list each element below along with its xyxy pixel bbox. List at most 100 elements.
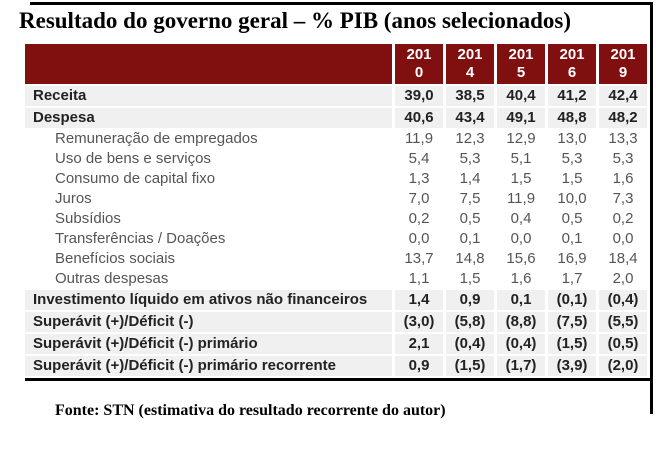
year-label: 2014 bbox=[457, 46, 483, 81]
header-year-col-3: 2015 bbox=[497, 44, 548, 86]
value-cell: 0,0 bbox=[599, 230, 650, 250]
value-cell: 13,3 bbox=[599, 130, 650, 150]
value-cell: 1,5 bbox=[497, 170, 548, 190]
frame-border-top bbox=[30, 2, 653, 5]
value-cell: 39,0 bbox=[395, 86, 446, 108]
value-cell: (8,8) bbox=[497, 312, 548, 334]
row-label: Transferências / Doações bbox=[25, 230, 395, 250]
page-title: Resultado do governo geral – % PIB (anos… bbox=[19, 8, 571, 33]
value-cell: 2,0 bbox=[599, 270, 650, 290]
value-cell: 0,9 bbox=[446, 290, 497, 312]
value-cell: 1,6 bbox=[599, 170, 650, 190]
value-cell: 5,3 bbox=[548, 150, 599, 170]
value-cell: 7,3 bbox=[599, 190, 650, 210]
row-label: Despesa bbox=[25, 108, 395, 130]
row-label: Uso de bens e serviços bbox=[25, 150, 395, 170]
row-label: Subsídios bbox=[25, 210, 395, 230]
value-cell: 1,5 bbox=[446, 270, 497, 290]
value-cell: 2,1 bbox=[395, 334, 446, 356]
table-row: Transferências / Doações 0,0 0,1 0,0 0,1 0,0 bbox=[25, 230, 650, 250]
value-cell: 43,4 bbox=[446, 108, 497, 130]
table-row: Investimento líquido em ativos não finan… bbox=[25, 290, 650, 312]
value-cell: 5,3 bbox=[599, 150, 650, 170]
value-cell: (0,4) bbox=[446, 334, 497, 356]
value-cell: 10,0 bbox=[548, 190, 599, 210]
table-row: Despesa 40,6 43,4 49,1 48,8 48,2 bbox=[25, 108, 650, 130]
row-label: Outras despesas bbox=[25, 270, 395, 290]
value-cell: 0,2 bbox=[599, 210, 650, 230]
row-label: Superávit (+)/Déficit (-) bbox=[25, 312, 395, 334]
value-cell: (3,0) bbox=[395, 312, 446, 334]
year-label: 2016 bbox=[559, 46, 585, 81]
value-cell: 38,5 bbox=[446, 86, 497, 108]
table-row: Uso de bens e serviços 5,4 5,3 5,1 5,3 5,3 bbox=[25, 150, 650, 170]
value-cell: (0,4) bbox=[497, 334, 548, 356]
table-header-row: 2010 2014 2015 2016 2019 bbox=[25, 44, 650, 86]
table-row: Subsídios 0,2 0,5 0,4 0,5 0,2 bbox=[25, 210, 650, 230]
value-cell: 13,0 bbox=[548, 130, 599, 150]
value-cell: 0,1 bbox=[446, 230, 497, 250]
row-label: Receita bbox=[25, 86, 395, 108]
value-cell: 42,4 bbox=[599, 86, 650, 108]
value-cell: (3,9) bbox=[548, 356, 599, 378]
value-cell: 0,1 bbox=[548, 230, 599, 250]
row-label: Investimento líquido em ativos não finan… bbox=[25, 290, 395, 312]
value-cell: 1,4 bbox=[395, 290, 446, 312]
value-cell: 0,9 bbox=[395, 356, 446, 378]
value-cell: (1,5) bbox=[446, 356, 497, 378]
value-cell: 11,9 bbox=[395, 130, 446, 150]
table-row: Superávit (+)/Déficit (-) primário recor… bbox=[25, 356, 650, 378]
value-cell: (7,5) bbox=[548, 312, 599, 334]
value-cell: 5,3 bbox=[446, 150, 497, 170]
value-cell: 7,5 bbox=[446, 190, 497, 210]
header-year-col-4: 2016 bbox=[548, 44, 599, 86]
value-cell: (2,0) bbox=[599, 356, 650, 378]
value-cell: 5,4 bbox=[395, 150, 446, 170]
header-year-col-1: 2010 bbox=[395, 44, 446, 86]
table-row: Benefícios sociais 13,7 14,8 15,6 16,9 18,4 bbox=[25, 250, 650, 270]
value-cell: 15,6 bbox=[497, 250, 548, 270]
value-cell: 41,2 bbox=[548, 86, 599, 108]
value-cell: 0,0 bbox=[497, 230, 548, 250]
value-cell: 0,5 bbox=[548, 210, 599, 230]
value-cell: 7,0 bbox=[395, 190, 446, 210]
value-cell: 0,2 bbox=[395, 210, 446, 230]
value-cell: 1,3 bbox=[395, 170, 446, 190]
value-cell: 13,7 bbox=[395, 250, 446, 270]
value-cell: 1,6 bbox=[497, 270, 548, 290]
row-label: Remuneração de empregados bbox=[25, 130, 395, 150]
table-row: Superávit (+)/Déficit (-) (3,0) (5,8) (8,8)… bbox=[25, 312, 650, 334]
value-cell: 1,1 bbox=[395, 270, 446, 290]
year-label: 2015 bbox=[508, 46, 534, 81]
year-label: 2010 bbox=[406, 46, 432, 81]
table-row: Superávit (+)/Déficit (-) primário 2,1 (0,… bbox=[25, 334, 650, 356]
value-cell: 16,9 bbox=[548, 250, 599, 270]
value-cell: 48,8 bbox=[548, 108, 599, 130]
value-cell: (1,5) bbox=[548, 334, 599, 356]
row-label: Benefícios sociais bbox=[25, 250, 395, 270]
row-label: Superávit (+)/Déficit (-) primário bbox=[25, 334, 395, 356]
table-row: Consumo de capital fixo 1,3 1,4 1,5 1,5 1,6 bbox=[25, 170, 650, 190]
value-cell: 0,5 bbox=[446, 210, 497, 230]
value-cell: (0,1) bbox=[548, 290, 599, 312]
value-cell: 1,7 bbox=[548, 270, 599, 290]
year-label: 2019 bbox=[610, 46, 636, 81]
value-cell: 14,8 bbox=[446, 250, 497, 270]
value-cell: (5,8) bbox=[446, 312, 497, 334]
value-cell: (0,4) bbox=[599, 290, 650, 312]
value-cell: 1,4 bbox=[446, 170, 497, 190]
table-row: Juros 7,0 7,5 11,9 10,0 7,3 bbox=[25, 190, 650, 210]
value-cell: (0,5) bbox=[599, 334, 650, 356]
table-row: Outras despesas 1,1 1,5 1,6 1,7 2,0 bbox=[25, 270, 650, 290]
source-note: Fonte: STN (estimativa do resultado reco… bbox=[55, 402, 446, 419]
value-cell: 0,1 bbox=[497, 290, 548, 312]
header-year-col-2: 2014 bbox=[446, 44, 497, 86]
value-cell: 48,2 bbox=[599, 108, 650, 130]
fiscal-results-table: 2010 2014 2015 2016 2019 Receita 39,0 38,5… bbox=[25, 44, 650, 381]
value-cell: 1,5 bbox=[548, 170, 599, 190]
frame-border-right bbox=[650, 2, 653, 414]
row-label: Consumo de capital fixo bbox=[25, 170, 395, 190]
value-cell: 49,1 bbox=[497, 108, 548, 130]
row-label: Juros bbox=[25, 190, 395, 210]
